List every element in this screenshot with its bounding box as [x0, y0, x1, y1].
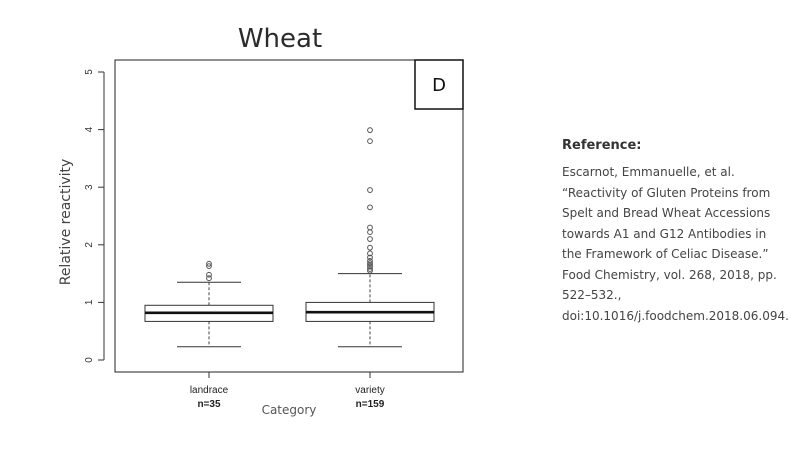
reference-block: Reference: Escarnot, Emmanuelle, et al. …	[562, 138, 794, 326]
y-axis-label: Relative reactivity	[58, 159, 74, 286]
y-tick-label: 2	[84, 242, 95, 248]
reference-line: Escarnot, Emmanuelle, et al.	[562, 165, 735, 179]
chart-background	[55, 18, 480, 420]
x-tick-count-label: n=159	[356, 399, 385, 410]
y-tick-label: 5	[84, 69, 95, 75]
outlier-point	[367, 138, 373, 145]
reference-heading: Reference:	[562, 138, 642, 153]
reference-line: towards A1 and G12 Antibodies in	[562, 226, 767, 241]
outlier-point	[367, 224, 373, 231]
reference-line: doi:10.1016/j.foodchem.2018.06.094.	[562, 308, 789, 323]
x-tick-label: landrace	[190, 385, 229, 396]
reference-line: 522–532.,	[562, 288, 622, 302]
outlier-point	[367, 127, 373, 134]
outlier-point	[367, 260, 373, 267]
x-tick-count-label: n=35	[197, 399, 221, 410]
outlier-point	[367, 250, 373, 257]
y-tick-label: 1	[84, 299, 95, 305]
chart-title: Wheat	[238, 24, 322, 54]
y-axis-ticks: 0 1 2 3 4 5	[84, 69, 104, 363]
x-tick-label: variety	[355, 385, 384, 396]
panel-label-box	[414, 59, 464, 110]
y-tick-label: 4	[84, 126, 95, 132]
reference-line: “Reactivity of Gluten Proteins from	[562, 185, 771, 200]
reference-line: Spelt and Bread Wheat Accessions	[562, 206, 771, 220]
box-series: landrace n=35 variety n=159	[144, 127, 435, 410]
outlier-point	[367, 244, 373, 251]
outlier-point	[206, 271, 212, 278]
y-tick-label: 3	[84, 184, 95, 190]
plot-frame	[114, 59, 464, 373]
outlier-point	[367, 204, 373, 211]
outlier-point	[367, 254, 373, 261]
panel-label: D	[432, 75, 446, 96]
outlier-point	[206, 263, 212, 270]
reference-line: the Framework of Celiac Disease.”	[562, 247, 769, 261]
reference-text: Escarnot, Emmanuelle, et al. “Reactivity…	[562, 162, 794, 326]
outlier-point	[206, 275, 212, 282]
outlier-point	[206, 260, 212, 267]
outlier-point	[367, 236, 373, 242]
outlier-point	[367, 266, 373, 272]
outlier-point	[367, 263, 373, 270]
reference-line: Food Chemistry, vol. 268, 2018, pp.	[562, 267, 777, 282]
box-group-variety: variety n=159	[305, 127, 435, 410]
x-axis-label: Category	[262, 403, 317, 417]
outlier-point	[367, 262, 373, 268]
outlier-point	[367, 267, 373, 274]
box-group-landrace: landrace n=35	[144, 260, 274, 410]
y-tick-label: 0	[84, 357, 95, 363]
outlier-point	[367, 187, 373, 193]
outlier-point	[367, 258, 373, 264]
